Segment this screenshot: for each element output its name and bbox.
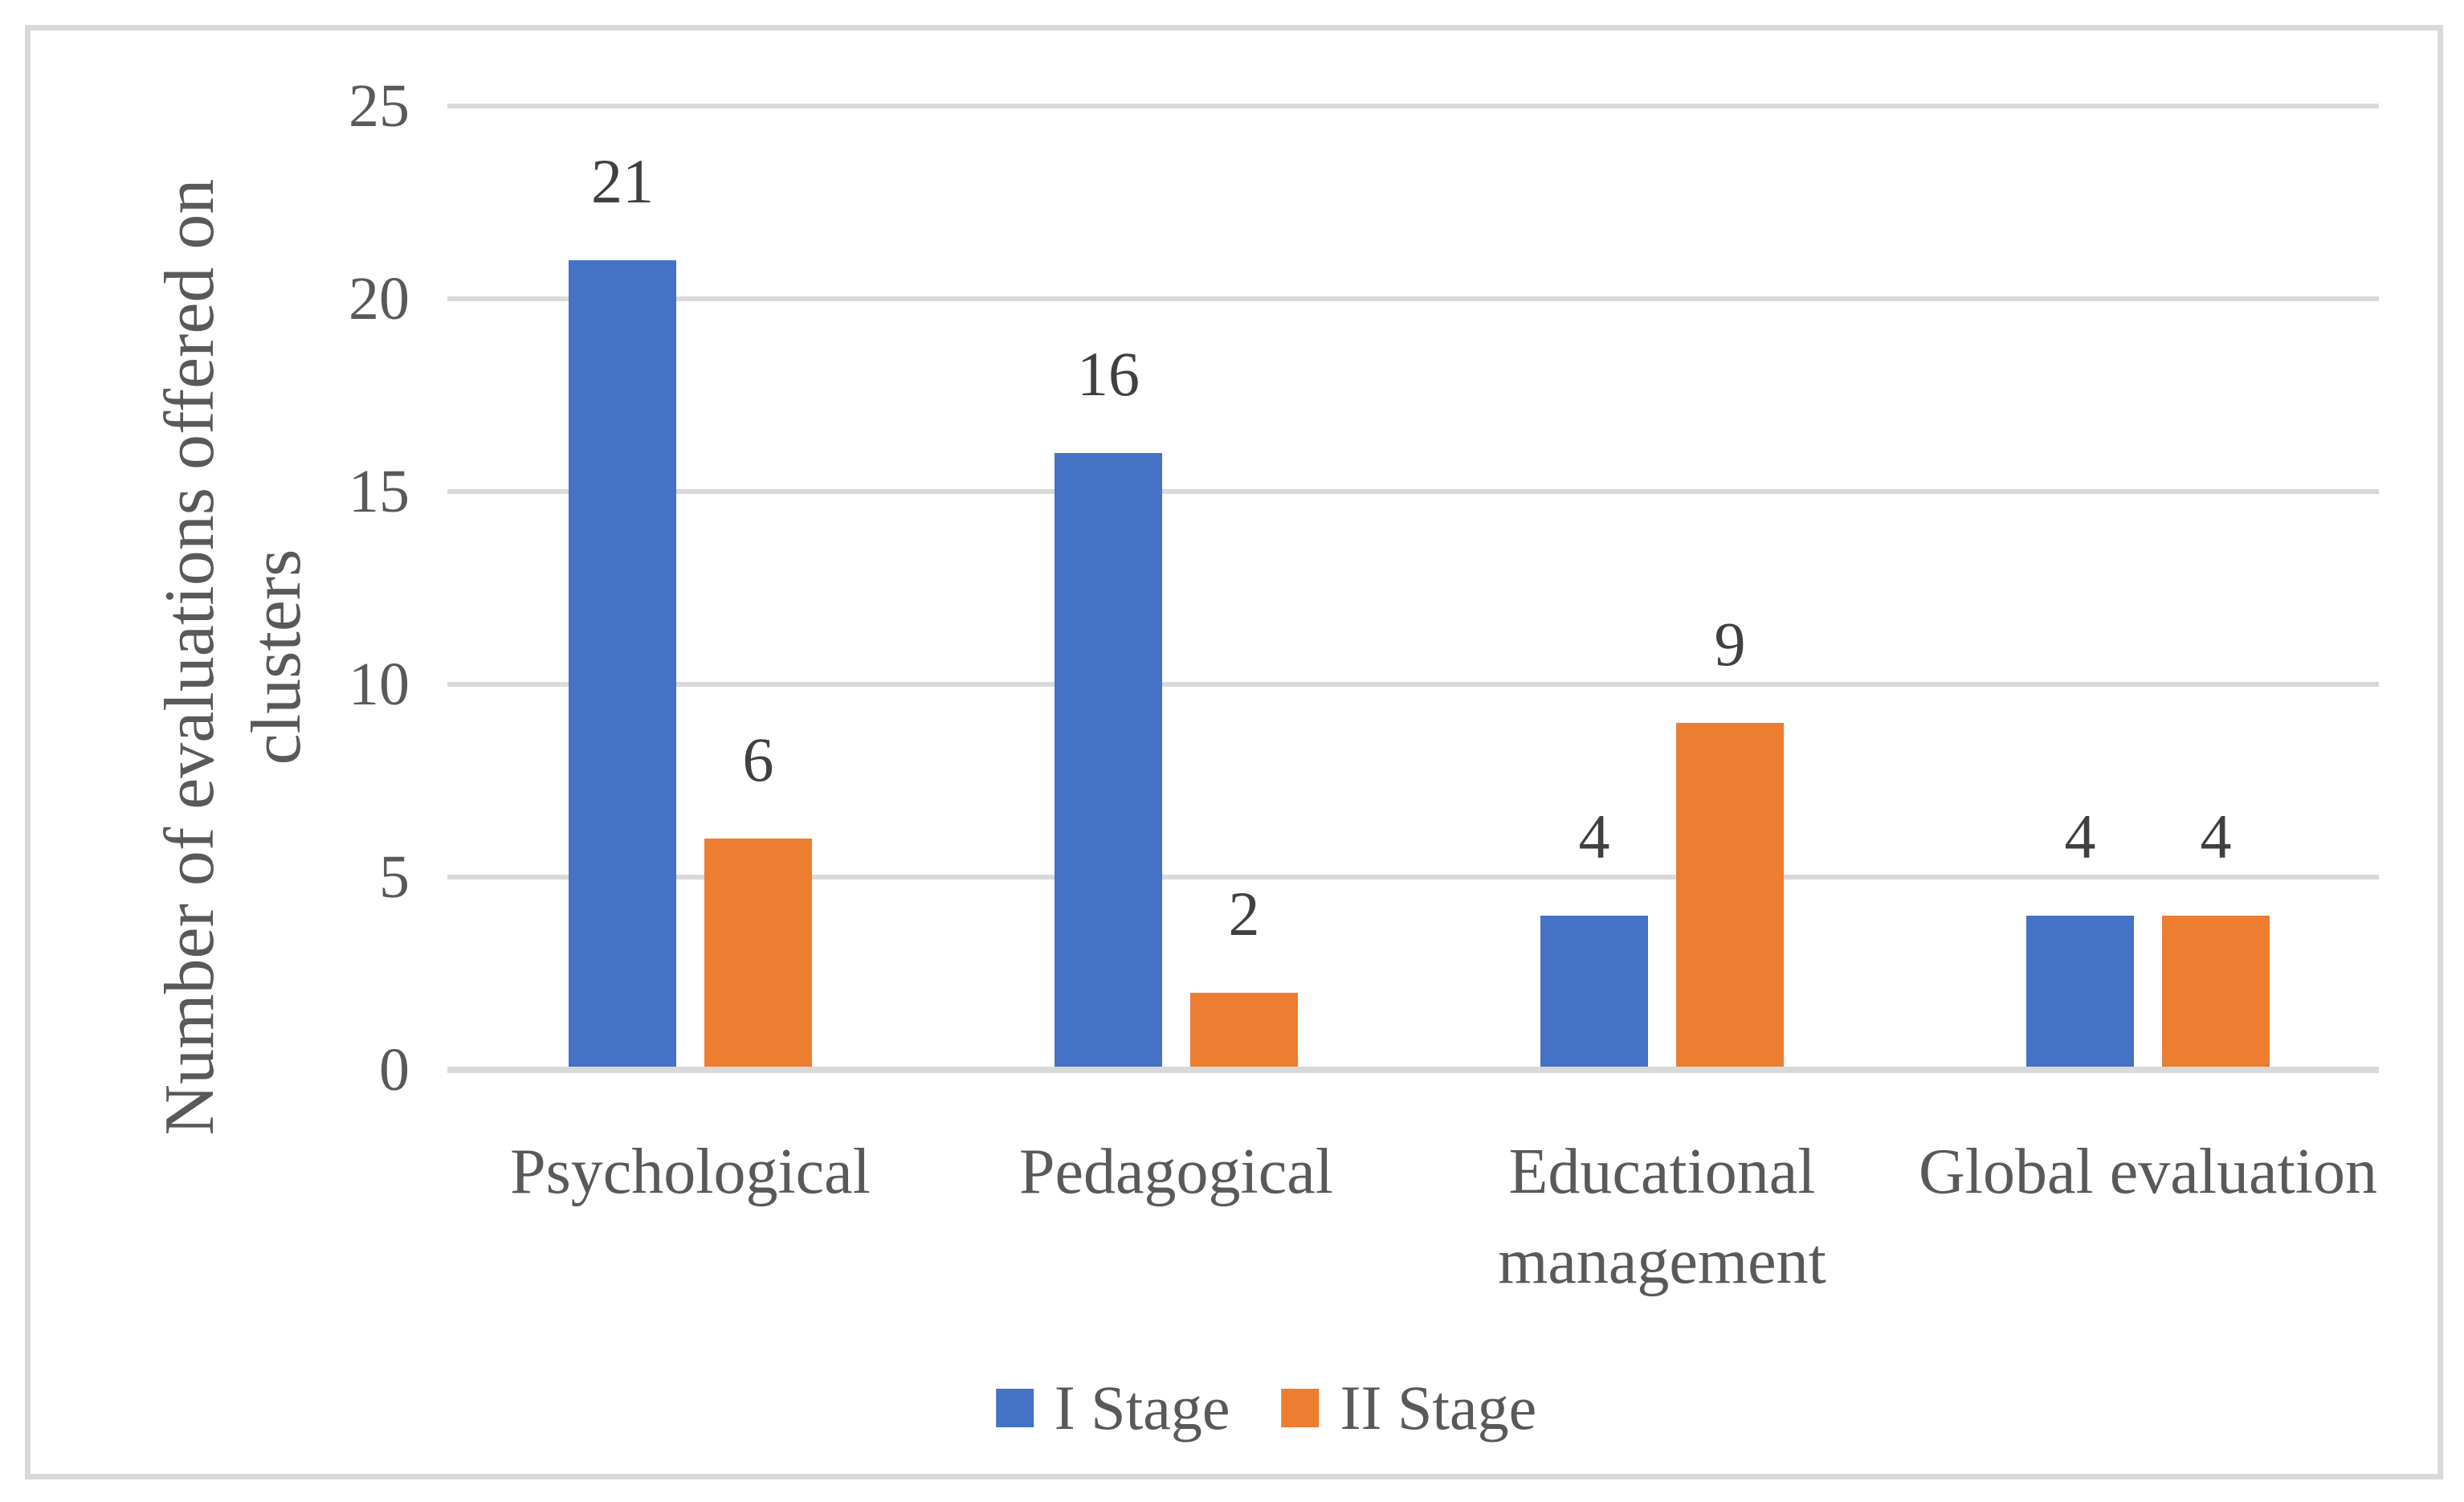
bar-i-stage-educational-management xyxy=(1540,916,1648,1070)
data-label-i-stage-global-evaluation: 4 xyxy=(2064,802,2096,871)
gridline-25 xyxy=(447,104,2379,108)
category-label-pedagogical: Pedagogical xyxy=(1019,1137,1333,1207)
gridline-15 xyxy=(447,489,2379,494)
gridline-10 xyxy=(447,682,2379,687)
legend-swatch-i-stage xyxy=(995,1389,1034,1427)
y-tick-label-10: 10 xyxy=(349,651,410,718)
category-label-psychological: Psychological xyxy=(510,1137,871,1207)
data-label-i-stage-educational-management: 4 xyxy=(1578,802,1610,871)
bar-ii-stage-psychological xyxy=(704,839,812,1070)
data-label-ii-stage-educational-management: 9 xyxy=(1714,609,1746,679)
bar-ii-stage-global-evaluation xyxy=(2162,916,2270,1070)
data-label-ii-stage-global-evaluation: 4 xyxy=(2200,802,2232,871)
gridline-20 xyxy=(447,296,2379,301)
data-label-ii-stage-pedagogical: 2 xyxy=(1228,879,1260,949)
legend-item-ii-stage: II Stage xyxy=(1281,1368,1537,1448)
data-label-i-stage-pedagogical: 16 xyxy=(1077,339,1140,409)
bar-ii-stage-educational-management xyxy=(1676,723,1784,1070)
bar-i-stage-psychological xyxy=(569,260,676,1070)
gridline-5 xyxy=(447,875,2379,880)
legend-item-i-stage: I Stage xyxy=(995,1368,1230,1448)
x-axis-line xyxy=(447,1067,2379,1073)
legend: I Stage II Stage xyxy=(995,1364,1537,1452)
y-tick-label-15: 15 xyxy=(349,458,410,525)
category-label-global-evaluation: Global evaluation xyxy=(1919,1137,2377,1207)
y-tick-label-0: 0 xyxy=(379,1036,410,1104)
y-tick-label-20: 20 xyxy=(349,265,410,333)
bar-i-stage-global-evaluation xyxy=(2026,916,2134,1070)
y-tick-label-5: 5 xyxy=(379,843,410,911)
bar-i-stage-pedagogical xyxy=(1055,453,1162,1070)
bar-ii-stage-pedagogical xyxy=(1190,993,1298,1070)
category-label-educational-management: Educational management xyxy=(1498,1137,1826,1297)
chart-frame: Number of evaluations offered on clusters… xyxy=(25,25,2443,1480)
data-label-ii-stage-psychological: 6 xyxy=(742,724,774,794)
legend-label-ii-stage: II Stage xyxy=(1340,1373,1537,1443)
legend-swatch-ii-stage xyxy=(1281,1389,1320,1427)
data-label-i-stage-psychological: 21 xyxy=(591,146,654,216)
y-tick-label-25: 25 xyxy=(349,72,410,140)
legend-label-i-stage: I Stage xyxy=(1054,1373,1230,1443)
